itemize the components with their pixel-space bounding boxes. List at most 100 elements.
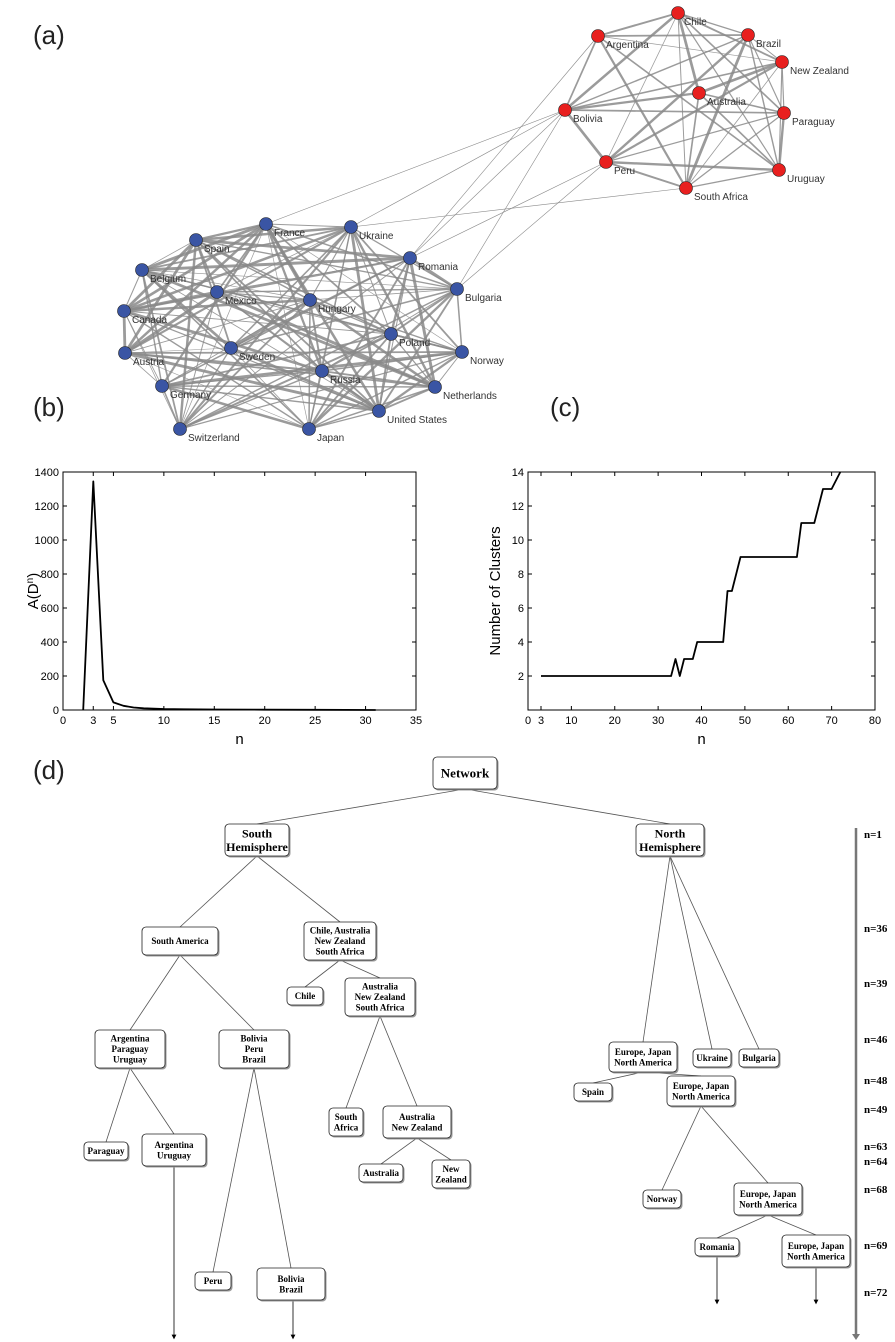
network-edge bbox=[677, 12, 687, 189]
tree-edge bbox=[339, 959, 381, 979]
tree-node-label: Romania bbox=[699, 1242, 735, 1252]
network-edge bbox=[597, 35, 687, 189]
tree-node-label: South bbox=[335, 1112, 358, 1122]
network-edge bbox=[123, 298, 311, 313]
tree-node-label: Europe, Japan bbox=[673, 1081, 729, 1091]
network-edge bbox=[564, 35, 599, 111]
series-line bbox=[541, 471, 842, 677]
node-label-belgium: Belgium bbox=[150, 274, 186, 285]
tree-node-chile: Chile bbox=[286, 986, 325, 1007]
node-label-france: France bbox=[274, 228, 306, 239]
network-edge bbox=[122, 310, 127, 354]
level-axis-arrow bbox=[852, 1334, 860, 1340]
network-edge bbox=[378, 386, 436, 412]
node-poland bbox=[384, 327, 398, 341]
tree-node-box bbox=[141, 1133, 207, 1167]
tree-node-label: Paraguay bbox=[88, 1146, 125, 1156]
tree-node-label: Australia bbox=[399, 1112, 436, 1122]
tree-node-box bbox=[573, 1082, 613, 1102]
network-edge bbox=[456, 288, 463, 353]
tree-edge bbox=[379, 1015, 418, 1107]
tree-node-australia: Australia bbox=[358, 1163, 405, 1184]
tree-node-label: Paraguay bbox=[112, 1044, 149, 1054]
node-label-sweden: Sweden bbox=[239, 352, 275, 363]
node-netherlands bbox=[428, 380, 442, 394]
tree-edge bbox=[642, 855, 671, 1043]
tree-edges bbox=[105, 788, 817, 1273]
x-tick-label: 40 bbox=[695, 715, 707, 727]
x-tick-label: 30 bbox=[652, 715, 664, 727]
tree-node-box bbox=[432, 756, 498, 790]
network-edge bbox=[390, 288, 458, 335]
tree-edge bbox=[105, 1067, 131, 1143]
tree-node-label: Hemisphere bbox=[639, 840, 701, 854]
network-edge bbox=[141, 269, 311, 301]
tree-node-label: New Zealand bbox=[392, 1122, 443, 1132]
tree-node-box bbox=[328, 1107, 364, 1137]
node-label-bolivia: Bolivia bbox=[573, 114, 603, 125]
y-tick-label: 400 bbox=[41, 637, 59, 649]
network-edge bbox=[747, 34, 785, 114]
tree-edge bbox=[767, 1214, 817, 1236]
network-edge bbox=[161, 299, 311, 387]
tree-node-ukraine: Ukraine bbox=[692, 1048, 733, 1069]
tree-node-label: Brazil bbox=[242, 1055, 266, 1065]
tree-node-box bbox=[738, 1048, 780, 1068]
tree-node-label: Australia bbox=[362, 982, 399, 992]
network-edge bbox=[161, 385, 181, 430]
network-edges bbox=[122, 12, 786, 431]
network-edge bbox=[308, 351, 463, 430]
node-south-africa bbox=[679, 181, 693, 195]
node-belgium bbox=[135, 263, 149, 277]
network-edge bbox=[747, 34, 783, 63]
network-nodes: Chile Argentina Brazil New Zealand Australia… bbox=[117, 6, 849, 444]
tree-edge bbox=[256, 855, 341, 923]
tree-edge bbox=[669, 855, 713, 1050]
network-edge bbox=[195, 225, 352, 242]
network-edge bbox=[141, 269, 181, 430]
network-edge bbox=[161, 385, 380, 412]
x-tick-label: 30 bbox=[359, 715, 371, 727]
tree-node-label: Argentina bbox=[111, 1034, 150, 1044]
tree-node-label: Chile bbox=[295, 991, 316, 1001]
network-edge bbox=[195, 222, 267, 242]
network-edge bbox=[676, 12, 701, 94]
tree-edge bbox=[179, 954, 255, 1031]
tree-node-label: Norway bbox=[647, 1194, 678, 1204]
node-mexico bbox=[210, 285, 224, 299]
network-edge bbox=[141, 268, 232, 350]
node-label-argentina: Argentina bbox=[606, 40, 649, 51]
tree-node-label: New bbox=[443, 1164, 460, 1174]
tree-node-box bbox=[83, 1141, 129, 1161]
tree-node-label: New Zealand bbox=[355, 992, 406, 1002]
network-edge bbox=[309, 299, 392, 335]
network-edge bbox=[179, 351, 463, 430]
level-label: n=63 bbox=[864, 1141, 888, 1153]
network-edge bbox=[350, 226, 392, 335]
network-edge bbox=[564, 12, 679, 111]
tree-node-label: Brazil bbox=[279, 1284, 303, 1294]
network-edge bbox=[124, 351, 463, 354]
network-edge bbox=[309, 299, 323, 372]
tree-node-box bbox=[194, 1271, 232, 1291]
x-tick-label: 0 bbox=[525, 715, 531, 727]
node-label-australia: Australia bbox=[707, 97, 746, 108]
y-tick-label: 2 bbox=[518, 671, 524, 683]
tree-node-box bbox=[666, 1075, 736, 1107]
tree-edge bbox=[661, 1105, 702, 1191]
tree-node-box bbox=[256, 1267, 326, 1301]
tree-node-label: Peru bbox=[245, 1044, 264, 1054]
network-edge bbox=[179, 257, 411, 430]
node-label-uruguay: Uruguay bbox=[787, 174, 825, 185]
network-edge bbox=[685, 169, 780, 189]
network-edge bbox=[161, 384, 310, 431]
level-label: n=48 bbox=[864, 1075, 888, 1087]
tree-node-box bbox=[358, 1163, 404, 1183]
x-tick-label: 15 bbox=[208, 715, 220, 727]
network-bridge-edge bbox=[350, 187, 687, 228]
